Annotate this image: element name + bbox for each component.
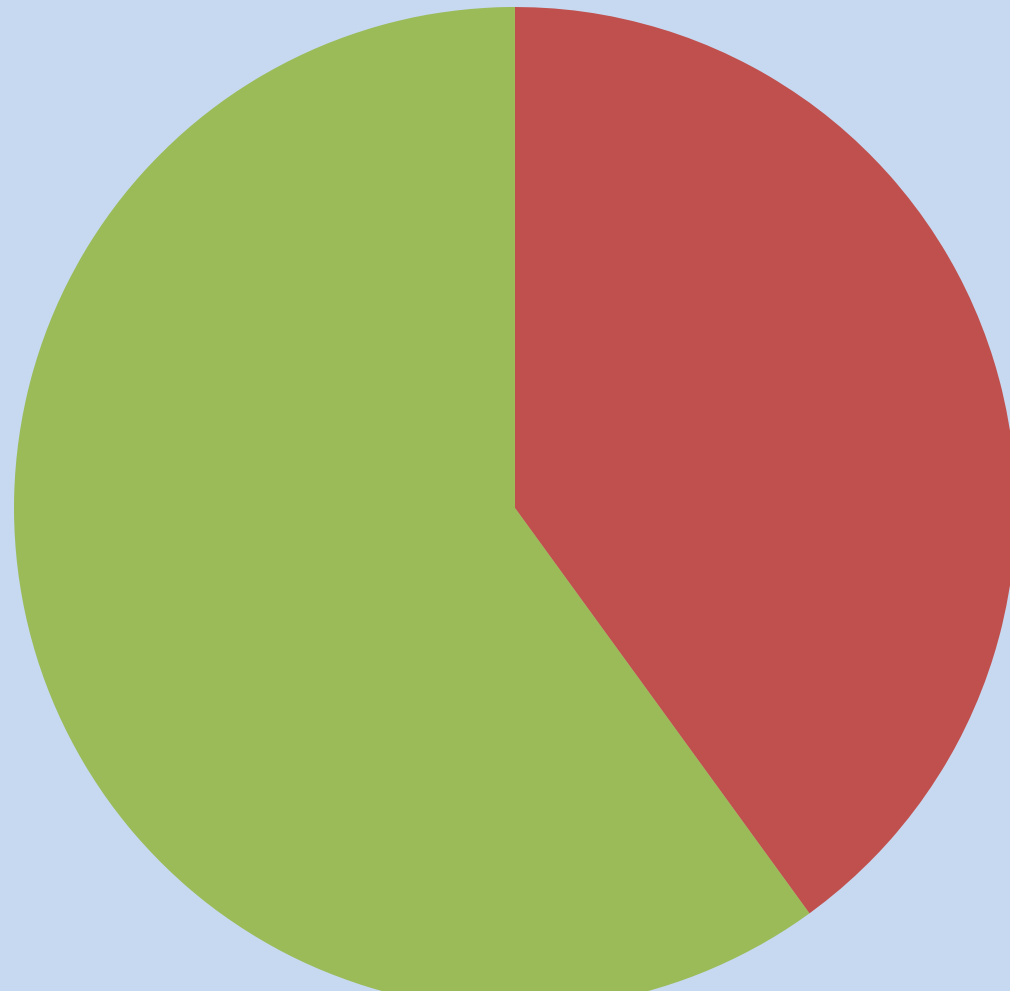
pie: [14, 7, 1010, 991]
pie-slice: [515, 7, 1010, 914]
pie-slice: [14, 7, 810, 991]
